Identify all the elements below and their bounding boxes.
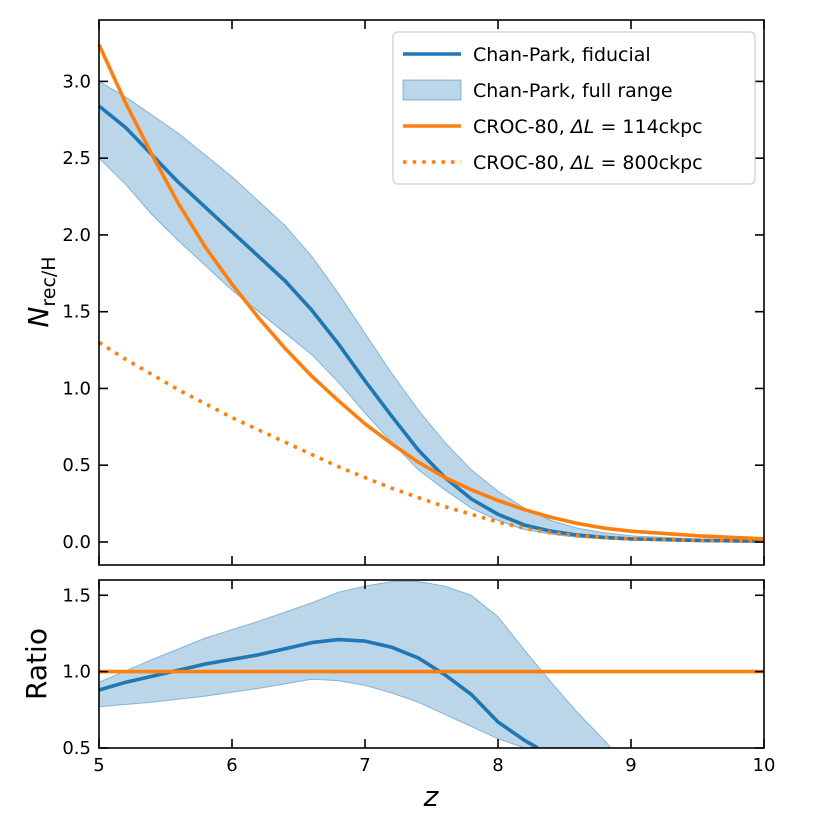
- xlabel: z: [423, 780, 440, 813]
- main-ticks-layer: 0.0 0.5 1.0 1.5 2.0 2.5 3.0: [62, 20, 765, 565]
- legend-label-3: CROC-80, ΔL = 800ckpc: [473, 152, 703, 174]
- legend-swatch-1: [402, 79, 462, 101]
- legend-label-3-symbol: ΔL: [569, 152, 595, 174]
- ratio-ytick-label-0: 0.5: [62, 738, 91, 759]
- legend-label-2: CROC-80, ΔL = 114ckpc: [473, 116, 703, 138]
- ratio-xtick-label-1: 6: [226, 755, 237, 776]
- main-ytick-label-5: 2.5: [62, 148, 91, 169]
- main-ytick-label-1: 0.5: [62, 455, 91, 476]
- main-frame: [98, 19, 765, 566]
- legend-label-0: Chan-Park, fiducial: [473, 44, 651, 66]
- legend-label-1: Chan-Park, full range: [473, 80, 673, 102]
- main-ylabel-subscript: rec/H: [38, 256, 60, 306]
- main-series-line-2: [97, 43, 765, 541]
- legend-label-2-symbol: ΔL: [569, 116, 595, 138]
- ratio-ytick-label-2: 1.5: [62, 585, 91, 606]
- main-lines-layer: [97, 43, 765, 543]
- main-ylabel-symbol: N: [22, 307, 55, 328]
- legend: Chan-Park, fiducial Chan-Park, full range…: [392, 31, 756, 185]
- ratio-xtick-label-2: 7: [359, 755, 370, 776]
- ratio-frame: [98, 579, 765, 749]
- main-panel: 0.0 0.5 1.0 1.5 2.0 2.5 3.0 Chan-Park, fiducia…: [22, 19, 765, 566]
- main-ytick-label-2: 1.0: [62, 378, 91, 399]
- main-ytick-label-0: 0.0: [62, 532, 91, 553]
- legend-label-2-pre: CROC-80,: [473, 116, 571, 138]
- main-ytick-label-3: 1.5: [62, 302, 91, 323]
- main-ylabel: Nrec/H: [22, 256, 60, 327]
- legend-box: [392, 31, 756, 185]
- ratio-panel: 5 6 7 8 9 10 0.5 1.0 1.5 Ratio z: [20, 579, 776, 813]
- legend-label-2-post: = 114ckpc: [594, 116, 702, 138]
- ratio-xtick-label-5: 10: [753, 755, 776, 776]
- ratio-lines-layer: [99, 637, 764, 748]
- ratio-ytick-label-1: 1.0: [62, 662, 91, 683]
- main-series-line-3: [98, 340, 765, 543]
- main-ytick-label-4: 2.0: [62, 225, 91, 246]
- main-ytick-label-6: 3.0: [62, 71, 91, 92]
- ratio-xtick-label-3: 8: [492, 755, 503, 776]
- legend-label-3-pre: CROC-80,: [473, 152, 571, 174]
- ratio-xtick-label-4: 9: [625, 755, 636, 776]
- legend-label-3-post: = 800ckpc: [594, 152, 702, 174]
- ratio-xtick-label-0: 5: [93, 755, 104, 776]
- ratio-ylabel: Ratio: [20, 628, 53, 700]
